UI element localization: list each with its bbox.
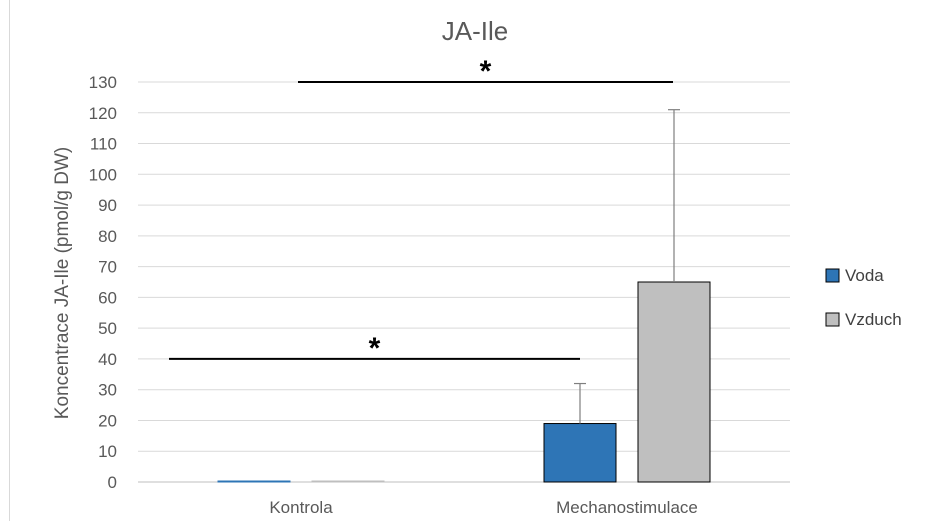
y-tick-label: 40 [98,350,117,369]
frame-left-border [9,0,10,521]
y-tick-label: 100 [89,165,117,184]
y-tick-label: 70 [98,258,117,277]
y-tick-label: 20 [98,411,117,430]
y-tick-label: 0 [108,473,117,492]
y-tick-label: 130 [89,73,117,92]
bar [637,281,711,483]
bar [543,423,617,483]
y-tick-label: 80 [98,227,117,246]
x-tick-labels: Kontrola Mechanostimulace [269,498,698,517]
x-tick-label: Kontrola [269,498,333,517]
y-tick-label: 30 [98,381,117,400]
x-tick-label: Mechanostimulace [556,498,698,517]
error-bars [574,109,680,424]
y-axis-label: Koncentrace JA-Ile (pmol/g DW) [52,147,73,419]
y-tick-label: 110 [90,135,117,154]
legend-label: Voda [845,266,884,285]
significance-annotations: ** [169,55,673,365]
significance-asterisk: * [480,55,492,88]
y-tick-label: 60 [98,288,117,307]
y-tick-label: 50 [98,319,117,338]
legend-label: Vzduch [845,310,902,329]
bar [311,480,385,483]
significance-asterisk: * [369,332,381,365]
y-tick-label: 120 [89,104,117,123]
legend-swatch [825,312,840,327]
bars [217,281,711,483]
y-tick-label: 90 [98,196,117,215]
legend-swatch [825,268,840,283]
y-tick-labels: 0 10 20 30 40 50 60 70 80 90 100 110 120 130 [89,73,117,492]
chart-title: JA-Ile [442,16,508,46]
legend: Voda Vzduch [825,266,902,329]
y-tick-label: 10 [98,442,117,461]
bar [217,480,291,483]
